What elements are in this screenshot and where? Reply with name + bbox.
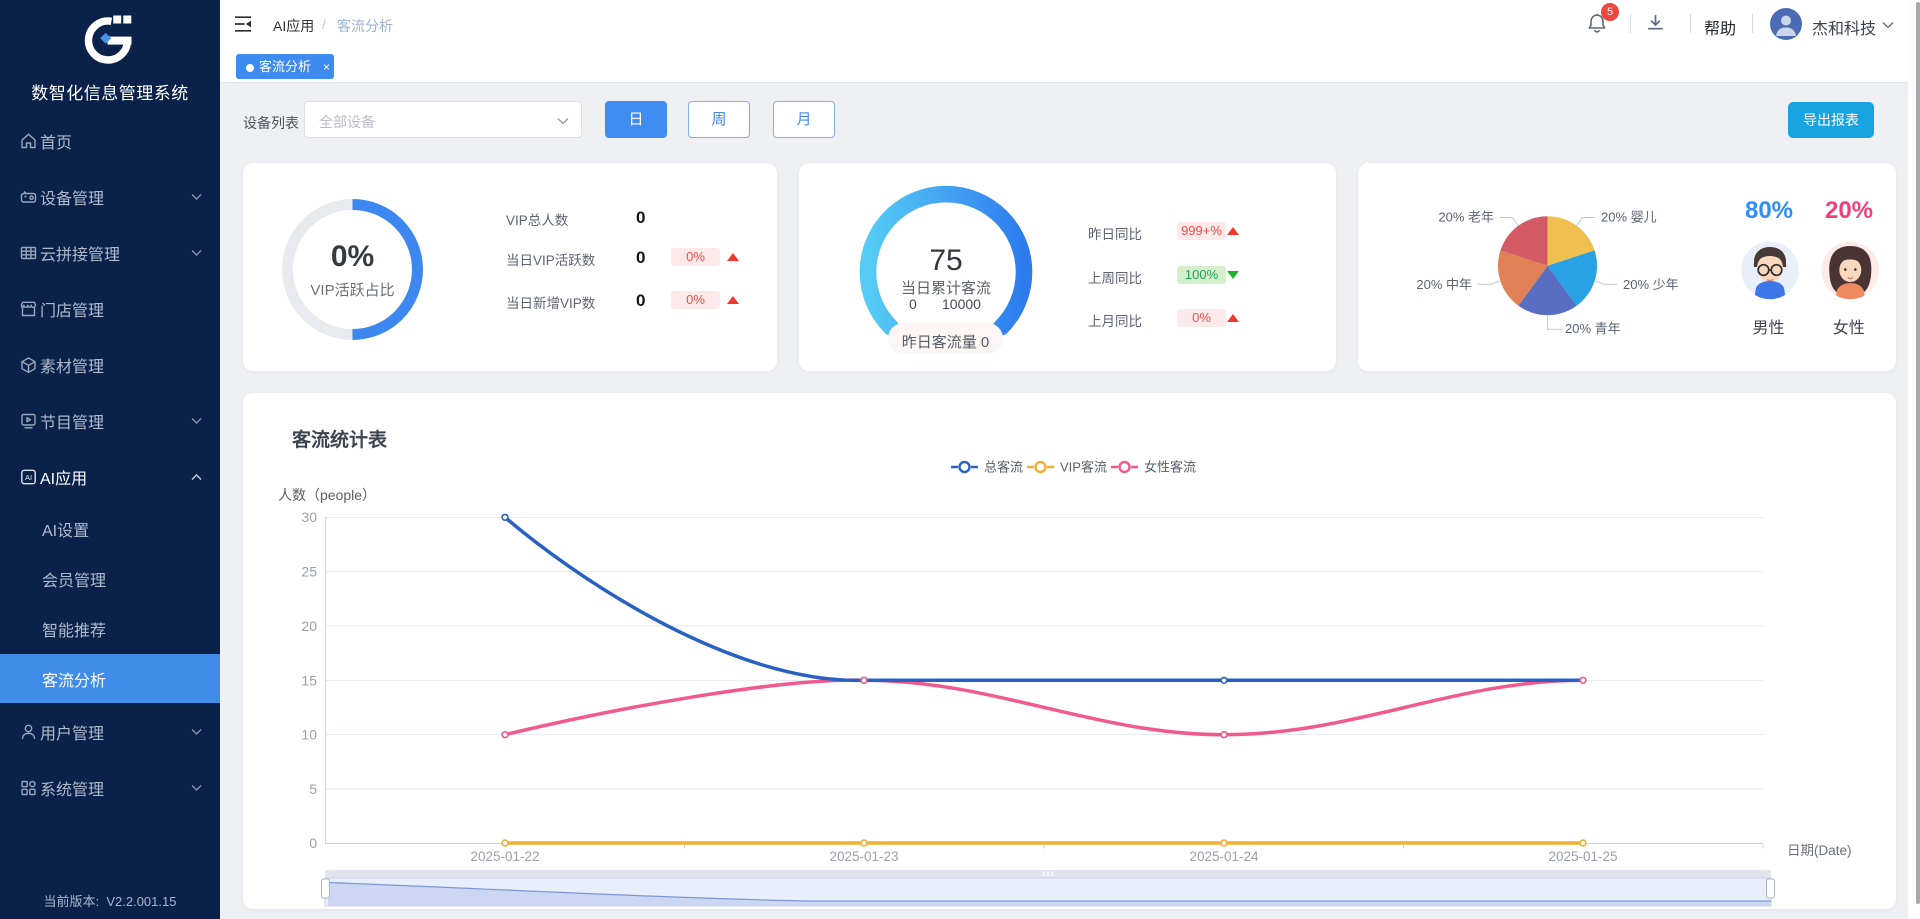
svg-text:20% 老年: 20% 老年 — [1438, 210, 1494, 225]
svg-text:2025-01-22: 2025-01-22 — [470, 849, 539, 864]
svg-text:女性: 女性 — [1833, 318, 1865, 337]
svg-text:20% 婴儿: 20% 婴儿 — [1601, 210, 1657, 225]
svg-text:5: 5 — [309, 781, 317, 797]
svg-text:2025-01-25: 2025-01-25 — [1548, 849, 1617, 864]
svg-text:2025-01-24: 2025-01-24 — [1189, 849, 1259, 864]
svg-text:10: 10 — [301, 727, 317, 743]
svg-text:女性客流: 女性客流 — [1144, 460, 1196, 475]
svg-text:20: 20 — [301, 618, 317, 634]
svg-text:日期(Date): 日期(Date) — [1787, 843, 1852, 858]
svg-text:VIP客流: VIP客流 — [1060, 460, 1107, 475]
svg-text:总客流: 总客流 — [984, 460, 1023, 475]
svg-text:25: 25 — [301, 564, 317, 580]
svg-text:人数（people）: 人数（people） — [278, 487, 376, 503]
svg-text:20% 青年: 20% 青年 — [1565, 321, 1621, 336]
svg-text:2025-01-23: 2025-01-23 — [829, 849, 898, 864]
svg-text:20%: 20% — [1825, 197, 1873, 224]
svg-text:男性: 男性 — [1752, 319, 1784, 337]
svg-text:0: 0 — [309, 835, 317, 851]
svg-text:20% 中年: 20% 中年 — [1416, 277, 1472, 292]
svg-text:30: 30 — [301, 509, 317, 525]
svg-text:AI: AI — [25, 473, 32, 482]
svg-text:20% 少年: 20% 少年 — [1623, 277, 1679, 292]
svg-text:80%: 80% — [1745, 197, 1793, 224]
svg-text:15: 15 — [301, 673, 317, 689]
